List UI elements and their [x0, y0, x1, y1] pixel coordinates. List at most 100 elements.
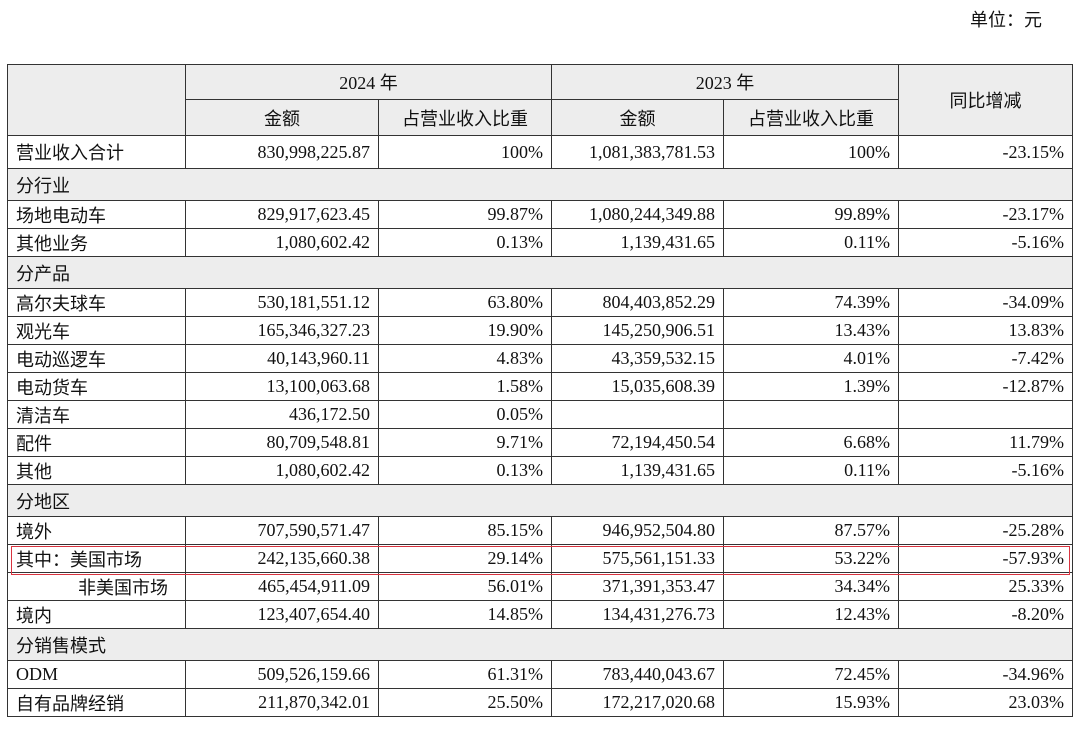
cell: 1,139,431.65	[551, 228, 724, 257]
cell: 13,100,063.68	[185, 372, 379, 401]
section-row: 分地区	[7, 484, 1073, 517]
revenue-table: 2024 年 2023 年 同比增减 金额 占营业收入比重 金额 占营业收入比重…	[7, 64, 1073, 717]
cell: -7.42%	[898, 344, 1073, 373]
row-label: 场地电动车	[7, 200, 186, 229]
cell: 0.05%	[378, 400, 552, 429]
cell	[898, 400, 1073, 429]
cell: 1,139,431.65	[551, 456, 724, 485]
cell: 15,035,608.39	[551, 372, 724, 401]
data-row: ODM 509,526,159.66 61.31% 783,440,043.67 72.…	[7, 660, 1073, 689]
cell: 87.57%	[723, 516, 899, 545]
cell: 1,080,602.42	[185, 228, 379, 257]
cell: 9.71%	[378, 428, 552, 457]
cell: 707,590,571.47	[185, 516, 379, 545]
cell: 371,391,353.47	[551, 572, 724, 601]
header-cell: 2024 年	[185, 64, 552, 100]
cell: 530,181,551.12	[185, 288, 379, 317]
data-row: 观光车 165,346,327.23 19.90% 145,250,906.51 13.…	[7, 316, 1073, 345]
cell: 80,709,548.81	[185, 428, 379, 457]
cell: 43,359,532.15	[551, 344, 724, 373]
header-row: 2024 年 2023 年 同比增减	[7, 64, 1073, 136]
cell: 145,250,906.51	[551, 316, 724, 345]
cell: 19.90%	[378, 316, 552, 345]
section-row: 分销售模式	[7, 628, 1073, 661]
row-label: 高尔夫球车	[7, 288, 186, 317]
cell: -34.96%	[898, 660, 1073, 689]
cell: 134,431,276.73	[551, 600, 724, 629]
row-label: 境内	[7, 600, 186, 629]
header-cell: 同比增减	[898, 64, 1073, 136]
data-row: 其中：美国市场 242,135,660.38 29.14% 575,561,151.3…	[7, 544, 1073, 573]
row-label: 其他	[7, 456, 186, 485]
cell: 13.83%	[898, 316, 1073, 345]
cell: 1.58%	[378, 372, 552, 401]
cell: 100%	[378, 135, 552, 169]
section-label: 分销售模式	[7, 628, 1073, 661]
row-label: 电动货车	[7, 372, 186, 401]
cell: 56.01%	[378, 572, 552, 601]
cell: 85.15%	[378, 516, 552, 545]
cell: 23.03%	[898, 688, 1073, 717]
cell: 25.50%	[378, 688, 552, 717]
header-cell: 占营业收入比重	[378, 99, 552, 136]
data-row: 场地电动车 829,917,623.45 99.87% 1,080,244,349.8…	[7, 200, 1073, 229]
cell: 804,403,852.29	[551, 288, 724, 317]
cell: -8.20%	[898, 600, 1073, 629]
cell: 829,917,623.45	[185, 200, 379, 229]
section-label: 分地区	[7, 484, 1073, 517]
section-label: 分产品	[7, 256, 1073, 289]
cell: 15.93%	[723, 688, 899, 717]
row-label: 其他业务	[7, 228, 186, 257]
cell: 14.85%	[378, 600, 552, 629]
data-row: 电动货车 13,100,063.68 1.58% 15,035,608.39 1.39%…	[7, 372, 1073, 401]
cell	[723, 400, 899, 429]
row-label: 观光车	[7, 316, 186, 345]
cell: -5.16%	[898, 456, 1073, 485]
cell: 1.39%	[723, 372, 899, 401]
cell: 436,172.50	[185, 400, 379, 429]
header-cell: 金额	[551, 99, 724, 136]
cell: 72,194,450.54	[551, 428, 724, 457]
cell: -23.15%	[898, 135, 1073, 169]
cell: 99.87%	[378, 200, 552, 229]
cell: 0.11%	[723, 228, 899, 257]
cell: 1,080,602.42	[185, 456, 379, 485]
header-row: 金额 占营业收入比重 金额 占营业收入比重	[8, 99, 1073, 136]
cell: 72.45%	[723, 660, 899, 689]
cell: 63.80%	[378, 288, 552, 317]
cell: 25.33%	[898, 572, 1073, 601]
cell: 53.22%	[723, 544, 899, 573]
cell: 13.43%	[723, 316, 899, 345]
cell: 40,143,960.11	[185, 344, 379, 373]
cell: 172,217,020.68	[551, 688, 724, 717]
cell: 74.39%	[723, 288, 899, 317]
data-row: 自有品牌经销 211,870,342.01 25.50% 172,217,020.68…	[7, 688, 1073, 717]
cell: 4.83%	[378, 344, 552, 373]
header-cell: 金额	[185, 99, 379, 136]
section-row: 分产品	[7, 256, 1073, 289]
data-row: 其他业务 1,080,602.42 0.13% 1,139,431.65 0.11% -5…	[7, 228, 1073, 257]
section-row: 分行业	[7, 168, 1073, 201]
table-header: 2024 年 2023 年 同比增减 金额 占营业收入比重 金额 占营业收入比重	[7, 64, 1073, 136]
cell: 6.68%	[723, 428, 899, 457]
data-row: 电动巡逻车 40,143,960.11 4.83% 43,359,532.15 4.01…	[7, 344, 1073, 373]
cell: 100%	[723, 135, 899, 169]
data-row: 境外 707,590,571.47 85.15% 946,952,504.80 87.5…	[7, 516, 1073, 545]
cell: 4.01%	[723, 344, 899, 373]
cell: 465,454,911.09	[185, 572, 379, 601]
data-row: 高尔夫球车 530,181,551.12 63.80% 804,403,852.29 7…	[7, 288, 1073, 317]
data-row: 营业收入合计 830,998,225.87 100% 1,081,383,781.53…	[7, 135, 1073, 169]
data-row: 非美国市场 465,454,911.09 56.01% 371,391,353.47 3…	[7, 572, 1073, 601]
row-label: 配件	[7, 428, 186, 457]
header-cell: 2023 年	[551, 64, 899, 100]
cell: 509,526,159.66	[185, 660, 379, 689]
data-row: 境内 123,407,654.40 14.85% 134,431,276.73 12.4…	[7, 600, 1073, 629]
cell: 211,870,342.01	[185, 688, 379, 717]
row-label: ODM	[7, 660, 186, 689]
section-label: 分行业	[7, 168, 1073, 201]
cell: 783,440,043.67	[551, 660, 724, 689]
cell: 12.43%	[723, 600, 899, 629]
cell: 61.31%	[378, 660, 552, 689]
cell: 1,081,383,781.53	[551, 135, 724, 169]
